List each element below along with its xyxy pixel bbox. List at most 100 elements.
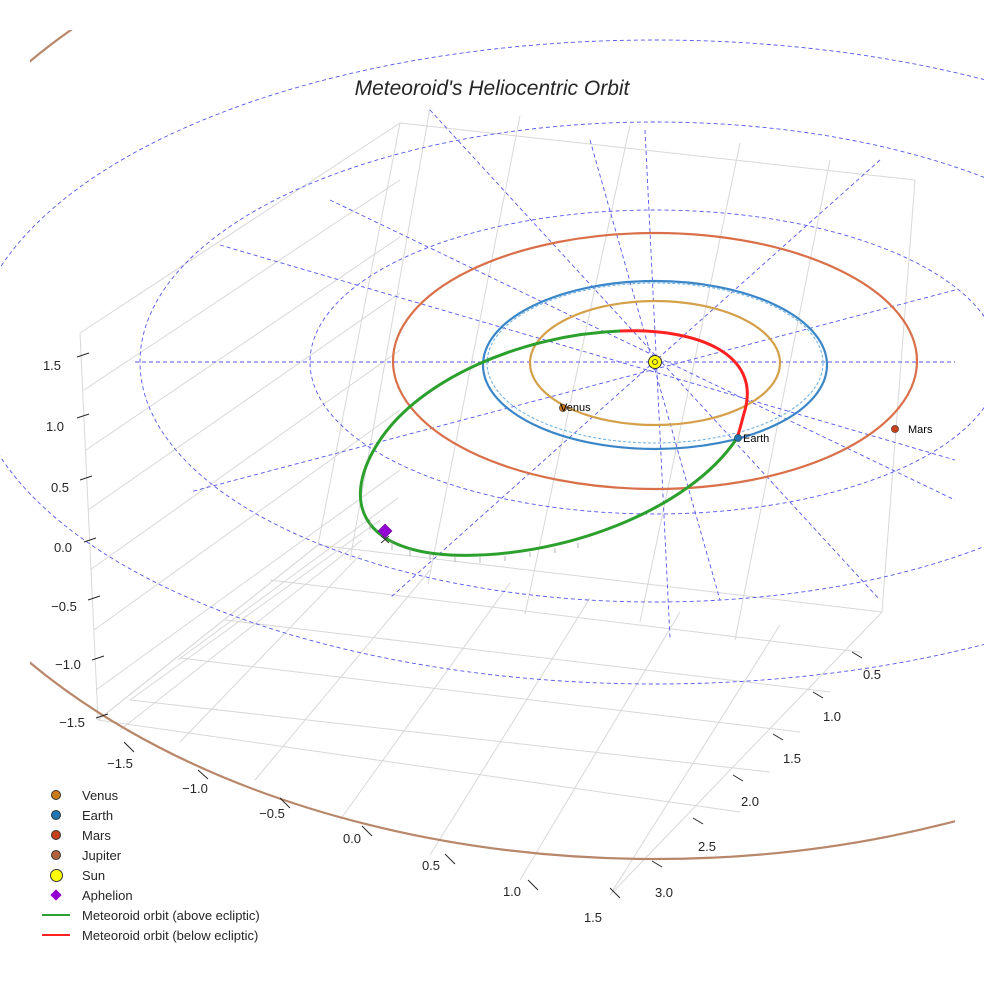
pane-line-8 (89, 349, 401, 571)
pane-vline-3 (524, 124, 631, 615)
earth-orbit (481, 279, 829, 451)
pane-vline-4 (639, 142, 741, 623)
floor-line-8 (269, 579, 861, 653)
y-tick-4 (692, 817, 704, 825)
legend-item-mars: Mars (36, 825, 260, 845)
floor-line-10 (179, 657, 801, 733)
aphelion-marker (377, 523, 393, 539)
legend-item-sun: Sun (36, 865, 260, 885)
y-tick-label-5: 3.0 (655, 885, 673, 900)
x-tick-4 (444, 853, 456, 865)
mars-marker-icon (51, 830, 61, 840)
earth-marker-icon (51, 810, 61, 820)
x-tick-label-2: −0.5 (259, 806, 285, 821)
sun-marker (648, 355, 662, 369)
mars-label: Mars (908, 424, 933, 436)
legend-item-earth: Earth (36, 805, 260, 825)
jupiter-orbit (30, 30, 955, 860)
venus-label: Venus (560, 402, 591, 414)
sun-disc (648, 355, 662, 369)
pane-line-4 (609, 611, 883, 896)
chart-title: Meteoroid's Heliocentric Orbit (355, 77, 631, 100)
z-tick-5 (91, 655, 105, 661)
y-tick-1 (812, 691, 824, 699)
z-tick-label-0: 1.5 (43, 358, 61, 373)
floor-line-3 (339, 582, 511, 821)
axis-ticks: 1.5 1.0 0.5 0.0 −0.5 −1.0 −1.5 −1.5 −1.0 −0.5 0.0 0… (43, 352, 881, 925)
ecliptic-grid-rings (0, 39, 984, 685)
floor-line-5 (519, 611, 681, 881)
floor-line-9 (224, 619, 831, 693)
pane-line-7 (87, 292, 401, 511)
legend-item-venus: Venus (36, 785, 260, 805)
pane-line-11 (177, 497, 399, 661)
orbit-markers: Venus Earth Mars (377, 355, 933, 544)
pane-line-12 (129, 519, 381, 701)
pane-vline-2 (427, 115, 521, 585)
meteoroid-orbit-above (358, 329, 739, 557)
legend-item-orbit-below: Meteoroid orbit (below ecliptic) (36, 925, 260, 945)
pane-line-0 (79, 122, 401, 334)
venus-marker (559, 404, 567, 412)
planet-orbits (391, 231, 919, 491)
z-tick-1 (76, 413, 90, 419)
venus-orbit (528, 299, 782, 427)
orbit-above-line-icon (42, 914, 70, 916)
pane-vline-1 (349, 107, 431, 561)
pane-vline-6 (881, 179, 916, 613)
earth-label: Earth (743, 433, 769, 445)
z-tick-6 (95, 713, 109, 719)
grid-spoke-5 (589, 139, 721, 601)
floor-line-2 (254, 569, 431, 781)
grid-spoke-3 (389, 159, 881, 599)
z-tick-label-1: 1.0 (46, 419, 64, 434)
z-tick-label-5: −1.0 (55, 657, 81, 672)
jupiter-orbit-ring (30, 30, 955, 860)
x-tick-1 (197, 769, 209, 780)
y-tick-3 (732, 774, 744, 782)
x-tick-5 (527, 879, 539, 891)
jupiter-marker-icon (51, 850, 61, 860)
pane-line-13 (119, 539, 363, 731)
z-tick-2 (79, 475, 93, 481)
aphelion-cross (380, 535, 390, 544)
pane-vline-5 (734, 159, 831, 641)
pane-line-6 (85, 236, 401, 451)
x-tick-label-5: 1.0 (503, 884, 521, 899)
axes-panes (79, 107, 916, 896)
x-tick-0 (123, 741, 135, 753)
z-tick-label-3: 0.0 (54, 540, 72, 555)
y-tick-label-2: 1.5 (783, 751, 801, 766)
legend-item-jupiter: Jupiter (36, 845, 260, 865)
pane-line-1 (399, 122, 916, 181)
legend-item-orbit-above: Meteoroid orbit (above ecliptic) (36, 905, 260, 925)
floor-line-11 (129, 699, 771, 773)
z-tick-label-6: −1.5 (59, 715, 85, 730)
floor-line-6 (609, 624, 781, 896)
grid-ring-2 (139, 121, 984, 603)
x-tick-2 (279, 797, 291, 809)
pane-line-10 (95, 469, 401, 691)
y-tick-5 (651, 860, 663, 868)
floor-line-12 (97, 719, 741, 813)
grid-ring-3 (0, 39, 984, 685)
mars-marker (891, 425, 899, 433)
z-tick-label-4: −0.5 (51, 599, 77, 614)
meteoroid-orbit (358, 329, 749, 563)
legend: Venus Earth Mars Jupiter Sun Aphelion Me… (36, 785, 260, 945)
meteoroid-orbit-below (619, 329, 749, 439)
x-tick-label-1: −1.0 (182, 781, 208, 796)
z-tick-0 (76, 352, 90, 358)
x-tick-6 (609, 887, 621, 899)
floor-line-1 (179, 554, 361, 743)
x-tick-label-4: 0.5 (422, 858, 440, 873)
grid-spoke-4 (189, 289, 956, 493)
venus-marker-icon (51, 790, 61, 800)
x-tick-label-6: 1.5 (584, 910, 602, 925)
orbit-below-line-icon (42, 934, 70, 936)
grid-spoke-6 (329, 199, 956, 501)
floor-line-7 (317, 544, 883, 613)
pane-vline-0 (317, 122, 401, 546)
z-tick-label-2: 0.5 (51, 480, 69, 495)
